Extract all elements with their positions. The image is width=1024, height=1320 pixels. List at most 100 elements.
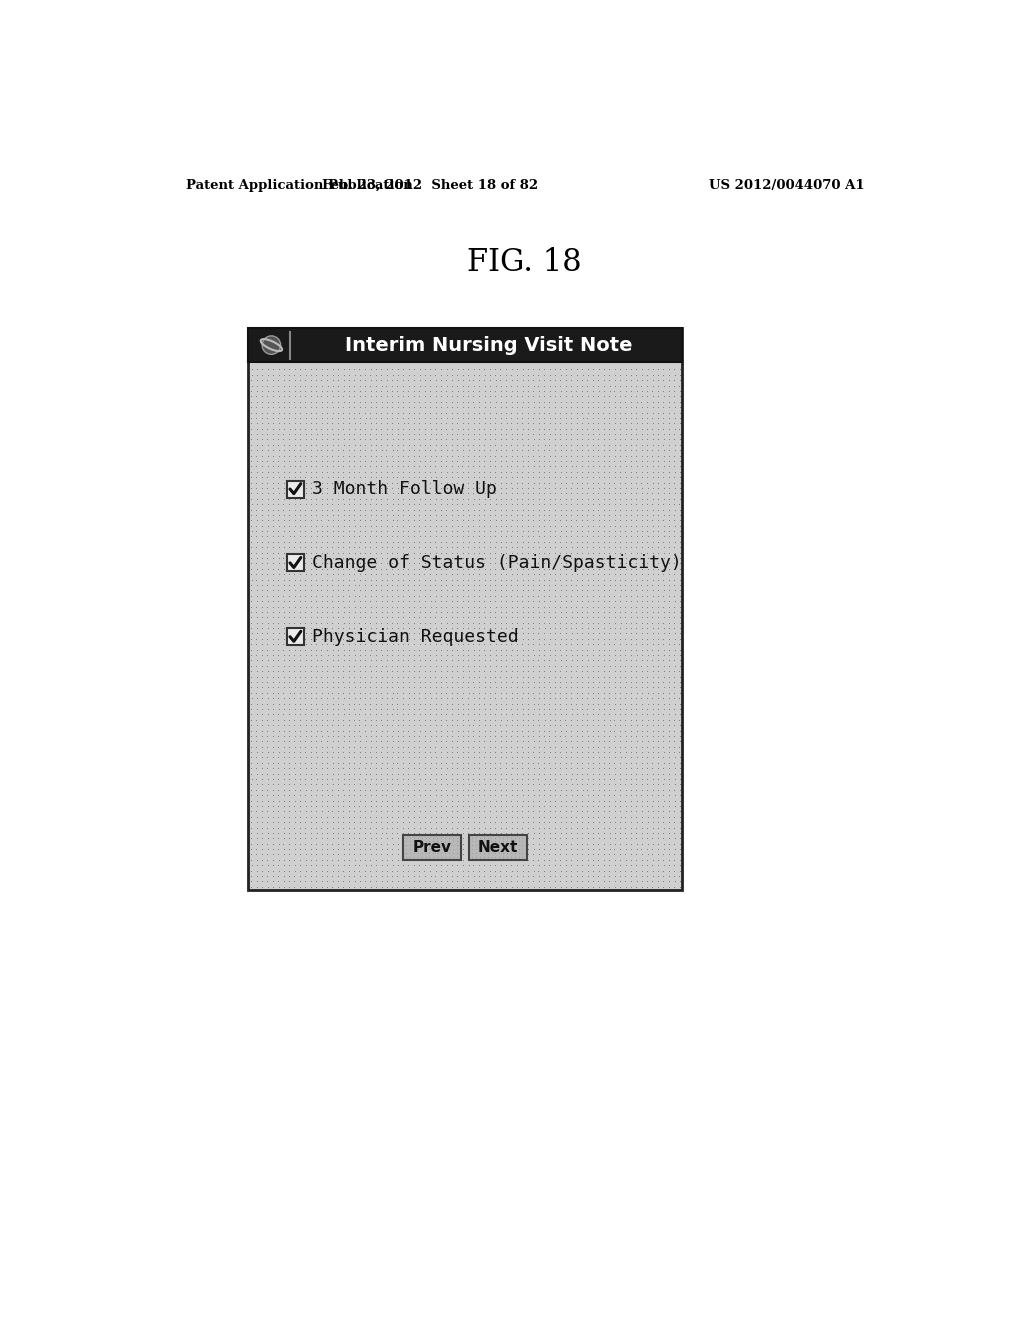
Point (449, 429, 465, 450)
Point (573, 737, 590, 758)
Point (590, 375, 606, 396)
Point (341, 504, 357, 525)
Point (384, 391, 400, 412)
Point (264, 693, 281, 714)
Point (639, 660, 655, 681)
Point (287, 385, 303, 407)
Point (482, 385, 499, 407)
Point (552, 525, 568, 546)
Point (298, 649, 314, 671)
Point (270, 742, 287, 763)
Point (449, 494, 465, 515)
Point (563, 418, 580, 440)
Text: Change of Status (Pain/Spasticity): Change of Status (Pain/Spasticity) (311, 554, 681, 572)
Point (650, 817, 667, 838)
Point (617, 467, 634, 488)
Point (465, 612, 481, 634)
Point (601, 812, 617, 833)
Point (389, 822, 406, 843)
Point (503, 822, 519, 843)
Point (481, 682, 498, 704)
Point (330, 876, 346, 898)
Point (596, 763, 612, 784)
Point (519, 499, 536, 520)
Point (249, 807, 265, 828)
Point (471, 537, 487, 558)
Point (308, 434, 325, 455)
Point (553, 483, 569, 504)
Point (449, 612, 465, 634)
Point (476, 774, 493, 795)
Point (395, 532, 412, 553)
Point (606, 520, 623, 541)
Point (254, 789, 270, 810)
Point (590, 391, 606, 412)
Point (520, 737, 537, 758)
Point (259, 807, 275, 828)
Point (580, 682, 596, 704)
Point (319, 569, 336, 590)
Point (499, 455, 515, 477)
Point (362, 391, 379, 412)
Point (444, 396, 461, 417)
Point (672, 672, 688, 693)
Point (433, 838, 450, 859)
Point (428, 602, 444, 623)
Point (264, 504, 281, 525)
Point (270, 866, 287, 887)
Point (503, 838, 519, 859)
Point (308, 515, 325, 536)
Point (611, 396, 628, 417)
Point (275, 408, 292, 429)
Point (558, 440, 574, 461)
Point (455, 467, 471, 488)
Point (585, 789, 601, 810)
Point (455, 375, 471, 396)
Point (595, 667, 611, 688)
Point (487, 564, 504, 585)
Point (308, 537, 325, 558)
Point (282, 866, 298, 887)
Point (493, 726, 509, 747)
Point (374, 838, 390, 859)
Point (427, 478, 443, 499)
Point (617, 672, 634, 693)
Point (254, 564, 270, 585)
Point (335, 450, 351, 471)
Point (341, 655, 357, 676)
Point (357, 704, 374, 725)
Point (514, 855, 530, 876)
Point (335, 537, 351, 558)
Point (520, 385, 537, 407)
Point (530, 612, 547, 634)
Point (374, 440, 390, 461)
Point (340, 510, 356, 531)
Point (449, 876, 465, 898)
Point (525, 644, 542, 665)
Point (362, 558, 379, 579)
Point (340, 532, 356, 553)
Point (357, 370, 374, 391)
Point (617, 488, 634, 510)
Point (395, 737, 412, 758)
Point (542, 364, 558, 385)
Point (547, 553, 563, 574)
Point (667, 849, 683, 870)
Point (639, 488, 655, 510)
Point (525, 709, 542, 730)
Point (487, 871, 504, 892)
Point (471, 478, 487, 499)
Point (395, 558, 412, 579)
Point (422, 812, 438, 833)
Point (282, 752, 298, 774)
Point (606, 812, 623, 833)
Point (639, 693, 655, 714)
Point (617, 801, 634, 822)
Point (493, 364, 509, 385)
Point (400, 876, 417, 898)
Point (568, 569, 585, 590)
Point (601, 380, 617, 401)
Point (672, 532, 688, 553)
Point (438, 525, 455, 546)
Point (357, 478, 374, 499)
